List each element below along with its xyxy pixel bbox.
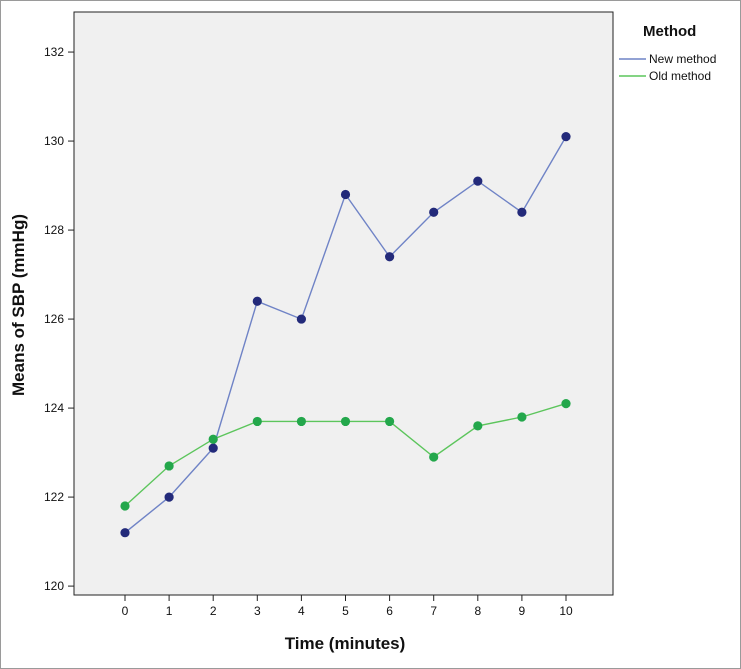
data-point-old-method-0: [120, 501, 130, 511]
data-point-old-method-7: [429, 452, 439, 462]
plot-area: [73, 11, 614, 596]
y-tick-label-128: 128: [44, 223, 64, 237]
legend-label-new-method: New method: [649, 52, 716, 66]
data-point-new-method-2: [208, 443, 218, 453]
data-point-old-method-6: [385, 416, 395, 427]
x-tick-label-2: 2: [210, 604, 217, 618]
data-point-new-method-6: [385, 252, 395, 262]
data-point-old-method-2: [208, 434, 218, 444]
y-tick-label-132: 132: [44, 45, 64, 59]
legend: Method New method Old method: [619, 23, 716, 83]
data-point-new-method-8: [473, 176, 483, 186]
legend-label-old-method: Old method: [649, 69, 711, 83]
y-axis-title: Means of SBP (mmHg): [9, 214, 28, 396]
x-tick-label-6: 6: [386, 604, 393, 618]
y-tick-label-126: 126: [44, 312, 64, 326]
data-point-new-method-3: [252, 296, 262, 306]
data-point-new-method-4: [296, 314, 306, 324]
data-point-old-method-4: [296, 416, 306, 427]
series-layer: [120, 132, 571, 538]
data-point-old-method-1: [164, 461, 174, 471]
data-point-new-method-10: [561, 132, 571, 142]
y-axis: 120 122 124 126 128 130 132: [44, 45, 74, 593]
y-tick-label-122: 122: [44, 490, 64, 504]
x-axis: 0 1 2 3 4 5 6 7 8 9 10: [122, 595, 573, 618]
data-point-new-method-5: [340, 189, 351, 200]
y-tick-label-120: 120: [44, 579, 64, 593]
data-point-new-method-1: [164, 492, 174, 502]
x-tick-label-4: 4: [298, 604, 305, 618]
y-tick-label-130: 130: [44, 134, 64, 148]
x-tick-label-3: 3: [254, 604, 261, 618]
x-tick-label-9: 9: [519, 604, 526, 618]
x-axis-title: Time (minutes): [285, 634, 406, 653]
legend-title: Method: [643, 23, 696, 40]
data-point-new-method-7: [429, 207, 439, 217]
x-tick-label-5: 5: [342, 604, 349, 618]
x-tick-label-7: 7: [430, 604, 437, 618]
x-tick-label-0: 0: [122, 604, 129, 618]
data-point-old-method-5: [340, 416, 351, 427]
data-point-old-method-8: [473, 421, 483, 431]
data-point-new-method-0: [120, 528, 130, 538]
x-tick-label-10: 10: [559, 604, 573, 618]
data-point-old-method-10: [561, 399, 571, 409]
data-point-new-method-9: [517, 207, 527, 217]
x-tick-label-8: 8: [474, 604, 481, 618]
x-tick-label-1: 1: [166, 604, 173, 618]
y-tick-label-124: 124: [44, 401, 64, 415]
data-point-old-method-3: [252, 416, 262, 427]
data-point-old-method-9: [517, 412, 527, 422]
